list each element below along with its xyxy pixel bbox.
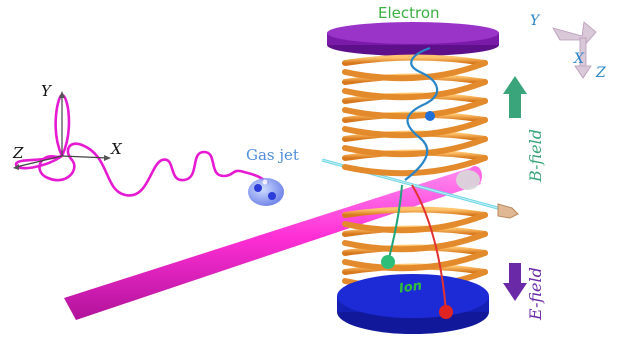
reaction-point (456, 170, 480, 190)
e-field-arrow (503, 263, 527, 301)
polarization-lobe-left (14, 154, 63, 170)
electron-particle (425, 111, 435, 121)
ion-trajectory-green (387, 184, 403, 263)
upper-helix-coil (342, 54, 488, 177)
electric-field-trajectory (38, 142, 269, 197)
lower-helix-coil (342, 206, 488, 291)
electron-trajectory (404, 46, 439, 181)
ion-particle-green (381, 255, 395, 269)
polarization-axis-y-label: Y (530, 13, 540, 29)
ion-particle-red (439, 305, 453, 319)
lab-frame-axes (15, 95, 109, 168)
polarization-axis-x-label: X (574, 51, 584, 67)
molecule-icon (248, 178, 284, 206)
polarization-axis-z-label: Z (596, 65, 606, 81)
lab-x-arrowhead (104, 155, 111, 161)
electron-detector (327, 22, 499, 56)
b-field-label: B-field (526, 129, 545, 182)
ion-trajectory-red (411, 184, 447, 313)
ion-detector (337, 274, 489, 334)
lab-axis-x-label: X (111, 140, 122, 158)
gas-jet-label: Gas jet (246, 146, 299, 164)
lab-axis-y-label: Y (41, 82, 51, 100)
lab-z-arrowhead (13, 164, 19, 170)
electron-label: Electron (378, 4, 440, 22)
ion-label: Ion (398, 278, 423, 297)
b-field-arrow (503, 76, 527, 118)
lab-axis-z-label: Z (13, 144, 24, 162)
lab-y-arrowhead (59, 91, 65, 98)
polarization-axes (552, 21, 597, 79)
e-field-label: E-field (526, 267, 545, 320)
